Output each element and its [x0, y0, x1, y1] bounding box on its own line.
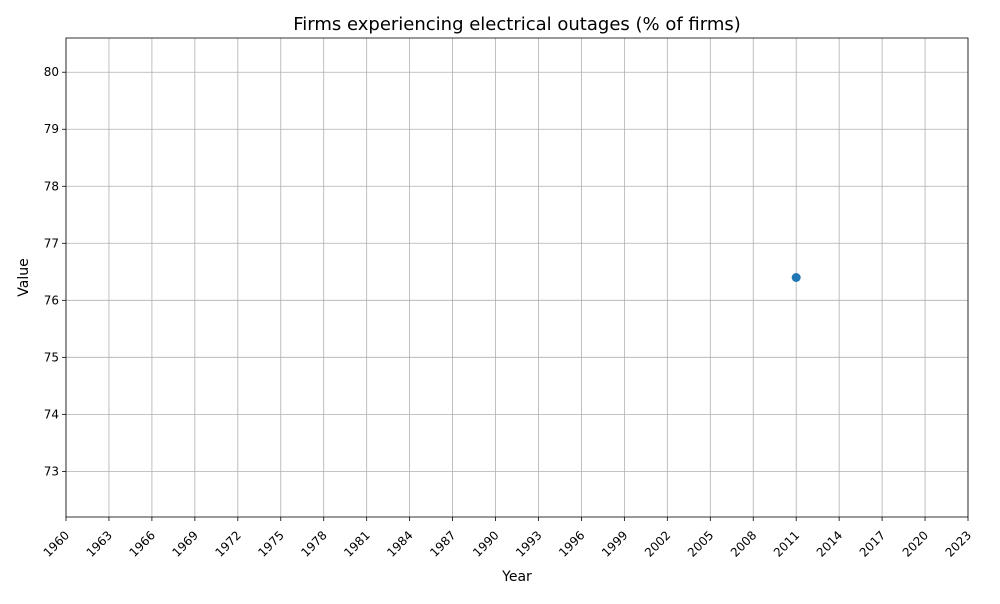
- x-tick-label: 2023: [943, 528, 974, 559]
- x-tick-label: 2011: [771, 528, 802, 559]
- y-tick-label: 75: [44, 350, 59, 364]
- axes-frame: [65, 37, 969, 518]
- y-tick-label: 80: [44, 65, 59, 79]
- x-tick-label: 2008: [728, 528, 759, 559]
- y-tick-label: 76: [44, 293, 59, 307]
- y-tick-label: 73: [44, 464, 59, 478]
- x-tick-label: 1969: [169, 528, 200, 559]
- series-layer: [791, 273, 801, 282]
- x-tick-label: 1960: [41, 528, 72, 559]
- x-tick-label: 1993: [513, 528, 544, 559]
- x-tick-label: 1975: [255, 528, 286, 559]
- x-tick-label: 2020: [900, 528, 931, 559]
- x-tick-label: 2002: [642, 528, 673, 559]
- x-tick-label: 1999: [599, 528, 630, 559]
- y-tick-label: 74: [44, 407, 59, 421]
- y-axis-ticks: 73 74 75 76 77 78 79 80: [44, 65, 66, 478]
- x-tick-label: 1963: [84, 528, 115, 559]
- x-axis-ticks: 1960 1963 1966 1969 1972 1975 1978 1981 1984 1987…: [41, 517, 974, 560]
- x-axis-label: Year: [501, 569, 532, 585]
- y-tick-label: 78: [44, 179, 59, 193]
- x-tick-label: 1996: [556, 528, 587, 559]
- y-tick-label: 77: [44, 236, 59, 250]
- y-tick-label: 79: [44, 122, 59, 136]
- x-tick-label: 1972: [212, 528, 243, 559]
- x-tick-label: 1978: [298, 528, 329, 559]
- x-tick-label: 2005: [685, 528, 716, 559]
- x-tick-label: 2017: [857, 528, 888, 559]
- x-tick-label: 1966: [127, 528, 158, 559]
- x-tick-label: 1990: [470, 528, 501, 559]
- x-tick-label: 2014: [814, 528, 845, 559]
- data-point: [791, 273, 801, 282]
- x-tick-label: 1981: [341, 528, 372, 559]
- chart-title: Firms experiencing electrical outages (%…: [293, 14, 741, 35]
- x-tick-label: 1984: [384, 528, 415, 559]
- y-axis-label: Value: [16, 258, 32, 296]
- grid: [65, 38, 969, 517]
- x-tick-label: 1987: [427, 528, 458, 559]
